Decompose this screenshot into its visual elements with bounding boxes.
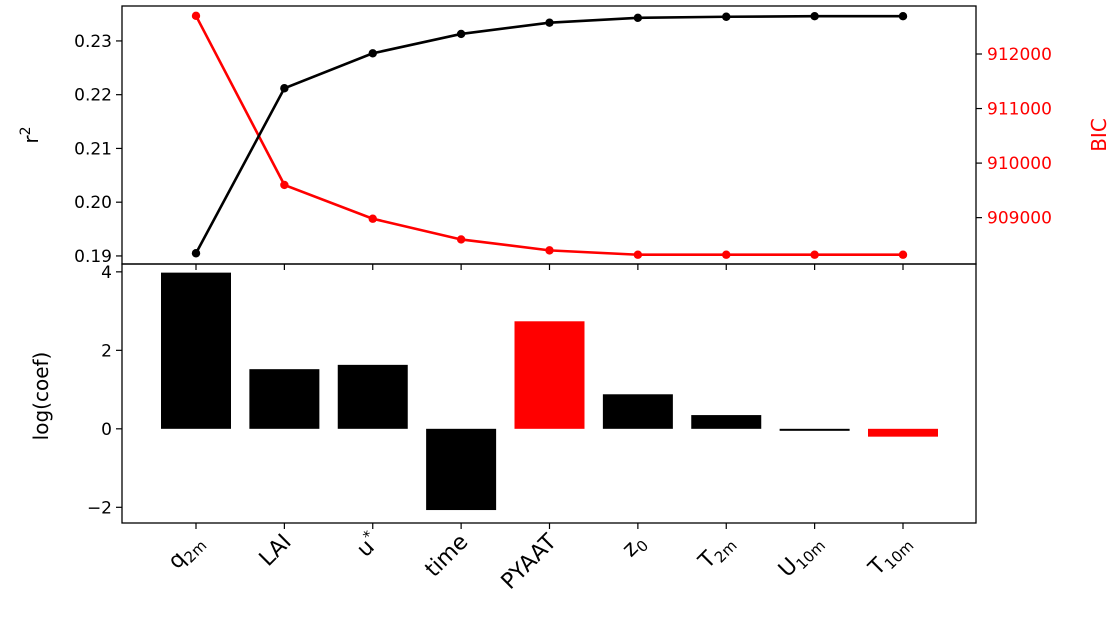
r-label: r bbox=[19, 135, 43, 144]
r2-point bbox=[898, 12, 908, 21]
top-y-axis-label: r2 bbox=[18, 126, 43, 143]
bottom-left-tick-label: 2 bbox=[101, 341, 112, 361]
top-left-tick-label: 0.19 bbox=[74, 247, 112, 267]
bar bbox=[426, 428, 497, 511]
x-tick-label: U10m bbox=[774, 530, 829, 585]
bic-point bbox=[810, 250, 819, 259]
top-left-tick-label: 0.23 bbox=[74, 32, 112, 52]
r2-point bbox=[456, 29, 466, 39]
r-squared-sup: 2 bbox=[18, 126, 34, 135]
r2-point bbox=[810, 12, 819, 21]
bottom-left-tick-label: 4 bbox=[101, 263, 112, 283]
r2-point bbox=[545, 18, 554, 27]
bic-line bbox=[194, 15, 903, 257]
bottom-left-axis: −2 0 2 4 bbox=[87, 263, 122, 518]
top-left-tick-label: 0.20 bbox=[74, 193, 112, 213]
bar bbox=[602, 394, 673, 429]
bic-point bbox=[368, 214, 377, 223]
top-right-axis: 909000 910000 911000 912000 bbox=[976, 45, 1052, 229]
bic-point bbox=[456, 235, 466, 244]
bic-tick-label: 909000 bbox=[987, 209, 1052, 229]
x-tick-label: PYAAT bbox=[497, 529, 562, 594]
x-tick-label-base: PYAAT bbox=[497, 529, 562, 594]
bic-point bbox=[545, 246, 554, 255]
bar bbox=[779, 428, 850, 431]
bottom-left-tick-label: 0 bbox=[101, 420, 112, 440]
r2-point bbox=[368, 49, 377, 58]
bic-point bbox=[898, 250, 908, 259]
x-tick-label-base: LAI bbox=[255, 530, 297, 572]
r2-point bbox=[191, 249, 201, 258]
bar bbox=[249, 369, 320, 429]
bar bbox=[337, 364, 408, 429]
x-tick-label: z0 bbox=[618, 530, 653, 565]
top-series-layer bbox=[191, 11, 908, 259]
top-left-axis: 0.19 0.20 0.21 0.22 0.23 bbox=[74, 32, 122, 267]
bottom-y-axis-label: log(coef) bbox=[29, 352, 53, 441]
bic-point bbox=[191, 11, 201, 21]
bar bbox=[868, 428, 938, 437]
bottom-left-tick-label: −2 bbox=[87, 498, 112, 518]
bic-tick-label: 911000 bbox=[987, 100, 1052, 120]
top-left-tick-label: 0.22 bbox=[74, 86, 112, 106]
r2-point bbox=[280, 84, 289, 93]
top-plot-frame bbox=[121, 5, 977, 265]
r2-line bbox=[194, 14, 903, 254]
top-left-tick-label: 0.21 bbox=[74, 139, 112, 159]
bar bbox=[514, 321, 585, 429]
bar bbox=[161, 272, 231, 429]
x-tick-label-base: time bbox=[421, 530, 474, 583]
x-tick-label: u* bbox=[349, 526, 385, 562]
x-tick-label: LAI bbox=[255, 530, 297, 572]
bottom-panel: −2 0 2 4 q2m LAI u* time PYAAT z0 T2m U10m T10m log… bbox=[29, 263, 977, 595]
bic-point bbox=[280, 180, 289, 190]
r2-point bbox=[722, 12, 731, 21]
bar bbox=[691, 415, 762, 429]
bic-axis-label: BIC bbox=[1087, 118, 1111, 152]
bic-point bbox=[722, 250, 731, 259]
r2-point bbox=[633, 13, 643, 23]
bar-layer bbox=[161, 272, 938, 511]
x-tick-label: time bbox=[421, 530, 474, 583]
bic-point bbox=[633, 250, 643, 259]
bic-tick-label: 910000 bbox=[987, 154, 1052, 174]
top-panel: 0.190.200.210.220.23 9090009100009110009… bbox=[18, 5, 1111, 267]
x-tick-label: T10m bbox=[864, 530, 918, 584]
x-tick-label: T2m bbox=[694, 530, 741, 577]
x-tick-label: q2m bbox=[164, 530, 211, 577]
bic-tick-label: 912000 bbox=[987, 45, 1052, 65]
